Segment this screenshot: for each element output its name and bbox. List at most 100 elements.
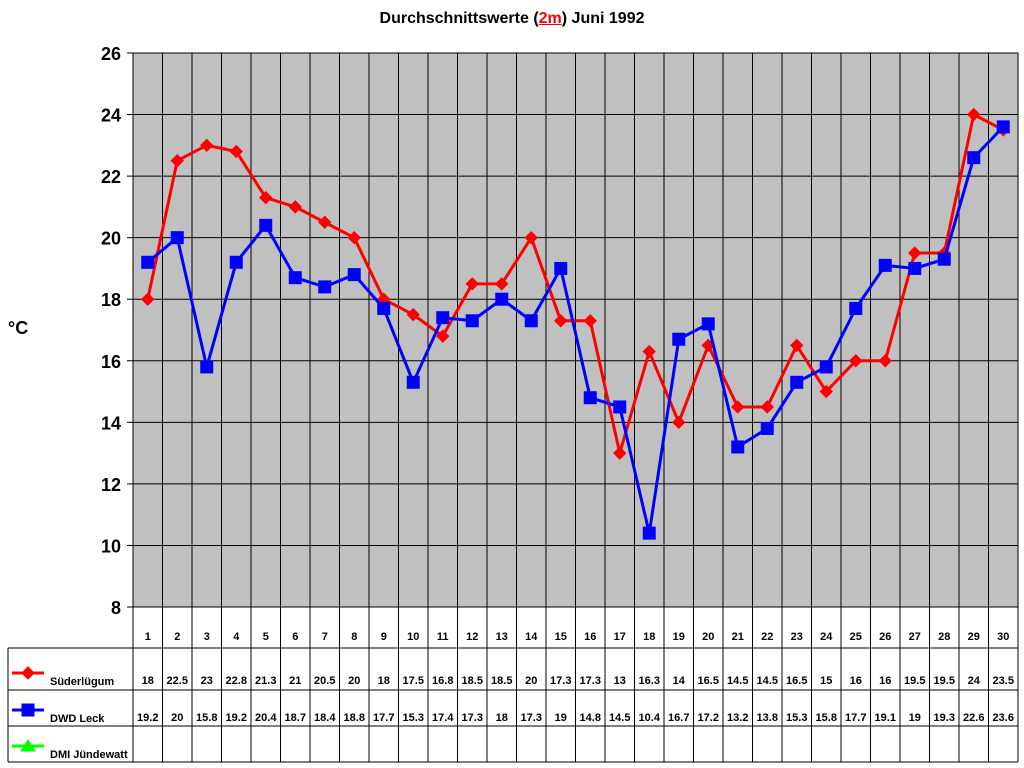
- series-2-value-label: 18.4: [314, 712, 336, 724]
- series-2-value-label: 17.7: [845, 712, 866, 724]
- y-tick-label: 18: [101, 290, 121, 310]
- series-1-point: [760, 400, 774, 414]
- series-2-point: [347, 268, 361, 282]
- series-1-value-label: 14.5: [757, 675, 778, 687]
- series-2-value-label: 15.8: [816, 712, 837, 724]
- series-1-value-label: 15: [820, 675, 832, 687]
- series-1-point: [200, 138, 214, 153]
- series-1-point: [288, 200, 302, 214]
- series-1-value-label: 23: [201, 675, 213, 687]
- series-1-point: [524, 230, 538, 245]
- series-1-legend-label: Süderlügum: [50, 676, 114, 688]
- y-tick-label: 24: [101, 106, 121, 126]
- series-2-legend-label: DWD Leck: [50, 713, 105, 725]
- series-1-value-label: 17.5: [403, 675, 424, 687]
- series-1-point: [731, 400, 745, 414]
- series-1-point: [170, 154, 184, 168]
- y-tick-label: 12: [101, 475, 121, 495]
- series-1-value-label: 18.5: [462, 675, 483, 687]
- series-2-point: [996, 120, 1010, 134]
- series-1-value-label: 24: [968, 675, 981, 687]
- x-tick-label: 19: [673, 631, 685, 643]
- y-tick-label: 8: [111, 598, 121, 618]
- series-1-value-label: 18.5: [491, 675, 512, 687]
- series-2-value-label: 20: [171, 712, 183, 724]
- series-1-point: [583, 314, 597, 328]
- y-tick-label: 14: [101, 413, 121, 433]
- x-tick-label: 11: [437, 631, 449, 643]
- series-1-point: [436, 329, 450, 343]
- series-2-point: [967, 151, 981, 165]
- series-1-value-label: 20: [525, 675, 537, 687]
- series-1-point: [318, 215, 332, 229]
- series-1-point: [465, 277, 479, 291]
- series-2-point: [760, 421, 774, 435]
- series-2-value-label: 19.1: [875, 712, 896, 724]
- series-2-point: [583, 391, 597, 405]
- series-2-point: [495, 292, 509, 306]
- series-1-value-label: 20.5: [314, 675, 335, 687]
- series-2-value-label: 18: [496, 712, 508, 724]
- series-2-value-label: 17.4: [432, 712, 454, 724]
- series-2-value-label: 14.5: [609, 712, 630, 724]
- x-tick-label: 6: [292, 631, 298, 643]
- series-2-value-label: 15.8: [196, 712, 217, 724]
- series-2-point: [819, 360, 833, 374]
- series-2-value-label: 15.3: [786, 712, 807, 724]
- series-1-value-label: 17.3: [580, 675, 601, 687]
- series-2-value-label: 18.7: [285, 712, 306, 724]
- x-tick-label: 25: [850, 631, 862, 643]
- x-tick-label: 15: [555, 631, 567, 643]
- series-1-value-label: 14: [673, 675, 686, 687]
- series-2-value-label: 19.3: [934, 712, 955, 724]
- x-tick-label: 8: [351, 631, 357, 643]
- series-1-value-label: 16: [879, 675, 891, 687]
- x-tick-label: 9: [381, 631, 387, 643]
- series-1-value-label: 13: [614, 675, 626, 687]
- series-2-value-label: 10.4: [639, 712, 661, 724]
- series-2-value-label: 17.7: [373, 712, 394, 724]
- series-1-value-label: 22.5: [167, 675, 188, 687]
- series-1-point: [908, 246, 922, 260]
- series-3-legend-marker: [20, 739, 36, 752]
- y-tick-label: 26: [101, 44, 121, 64]
- series-2-line: [146, 125, 1005, 535]
- series-1-point: [819, 384, 833, 399]
- series-1-value-label: 16: [850, 675, 862, 687]
- series-1-value-label: 21: [289, 675, 301, 687]
- x-tick-label: 3: [204, 631, 210, 643]
- series-1-value-label: 21.3: [255, 675, 276, 687]
- x-tick-label: 18: [643, 631, 655, 643]
- series-1-point: [672, 415, 686, 430]
- series-1-point: [967, 107, 981, 122]
- series-2-point: [288, 271, 302, 285]
- series-2-value-label: 19.2: [226, 712, 247, 724]
- x-tick-label: 27: [909, 631, 921, 643]
- series-2-point: [229, 255, 243, 269]
- series-2-value-label: 19.2: [137, 712, 158, 724]
- y-tick-label: 16: [101, 352, 121, 372]
- series-1-value-label: 18: [142, 675, 154, 687]
- series-1-value-label: 23.5: [993, 675, 1014, 687]
- series-1-value-label: 20: [348, 675, 360, 687]
- x-tick-label: 23: [791, 631, 803, 643]
- x-tick-label: 29: [968, 631, 980, 643]
- series-1-value-label: 18: [378, 675, 390, 687]
- series-2-point: [141, 255, 155, 269]
- x-tick-label: 30: [997, 631, 1009, 643]
- series-2-point: [731, 440, 745, 454]
- series-2-point: [878, 258, 892, 272]
- x-tick-label: 7: [322, 631, 328, 643]
- x-tick-label: 1: [145, 631, 151, 643]
- x-tick-label: 17: [614, 631, 626, 643]
- series-2-value-label: 15.3: [403, 712, 424, 724]
- series-2-point: [672, 332, 686, 346]
- series-2-point: [790, 375, 804, 389]
- series-2-point: [701, 317, 715, 331]
- series-1-point: [495, 277, 509, 291]
- series-1-point: [347, 230, 361, 245]
- x-tick-label: 24: [820, 631, 833, 643]
- x-tick-label: 10: [407, 631, 419, 643]
- series-1-value-label: 16.5: [698, 675, 719, 687]
